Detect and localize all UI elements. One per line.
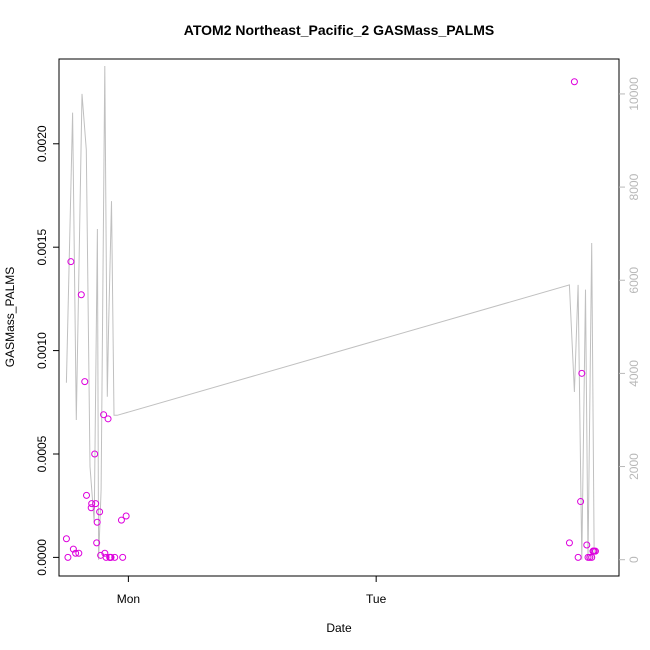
data-point bbox=[117, 516, 125, 524]
data-point bbox=[102, 553, 110, 561]
x-tick-label: Mon bbox=[117, 592, 140, 606]
data-point bbox=[88, 500, 96, 508]
data-point bbox=[87, 504, 95, 512]
data-point bbox=[93, 518, 101, 526]
y-tick-label: 0.0010 bbox=[35, 332, 49, 369]
y-axis-label: GASMass_PALMS bbox=[3, 267, 17, 367]
data-point bbox=[62, 535, 70, 543]
y2-tick-label: 8000 bbox=[627, 173, 641, 200]
data-point bbox=[92, 500, 100, 508]
data-point bbox=[111, 553, 119, 561]
data-point bbox=[122, 512, 130, 520]
data-point bbox=[72, 549, 80, 557]
y2-tick-label: 4000 bbox=[627, 360, 641, 387]
data-point bbox=[67, 258, 75, 266]
data-point bbox=[104, 415, 112, 423]
data-point bbox=[81, 378, 89, 386]
plot-frame bbox=[58, 58, 620, 577]
data-point bbox=[107, 553, 115, 561]
y2-tick-label: 2000 bbox=[627, 453, 641, 480]
y-tick-label: 0.0005 bbox=[35, 435, 49, 472]
data-point bbox=[75, 549, 83, 557]
y2-tick-label: 0 bbox=[627, 556, 641, 563]
data-point bbox=[77, 291, 85, 299]
y2-tick-label: 6000 bbox=[627, 267, 641, 294]
data-point bbox=[574, 553, 582, 561]
data-point bbox=[586, 553, 594, 561]
y-tick-label: 0.0020 bbox=[35, 125, 49, 162]
data-point bbox=[578, 369, 586, 377]
chart-title: ATOM2 Northeast_Pacific_2 GASMass_PALMS bbox=[184, 22, 494, 38]
data-point bbox=[100, 411, 108, 419]
data-point bbox=[69, 545, 77, 553]
data-point bbox=[96, 508, 104, 516]
y2-tick-label: 10000 bbox=[627, 77, 641, 111]
data-point bbox=[119, 553, 127, 561]
data-point bbox=[591, 547, 599, 555]
data-point bbox=[93, 539, 101, 547]
x-axis-label: Date bbox=[326, 621, 352, 635]
x-tick-label: Tue bbox=[366, 592, 387, 606]
data-point bbox=[570, 78, 578, 86]
data-point bbox=[91, 450, 99, 458]
data-point bbox=[83, 491, 91, 499]
data-point bbox=[577, 498, 585, 506]
data-point bbox=[583, 541, 591, 549]
data-point bbox=[101, 549, 109, 557]
y-tick-label: 0.0015 bbox=[35, 229, 49, 266]
y-tick-label: 0.0000 bbox=[35, 539, 49, 576]
chart-marks: 0.0000 0.0005 0.0010 0.0015 0.0020 0 2000 4000 6… bbox=[35, 65, 641, 606]
data-point bbox=[64, 553, 72, 561]
series-line bbox=[65, 65, 595, 560]
data-point bbox=[565, 539, 573, 547]
